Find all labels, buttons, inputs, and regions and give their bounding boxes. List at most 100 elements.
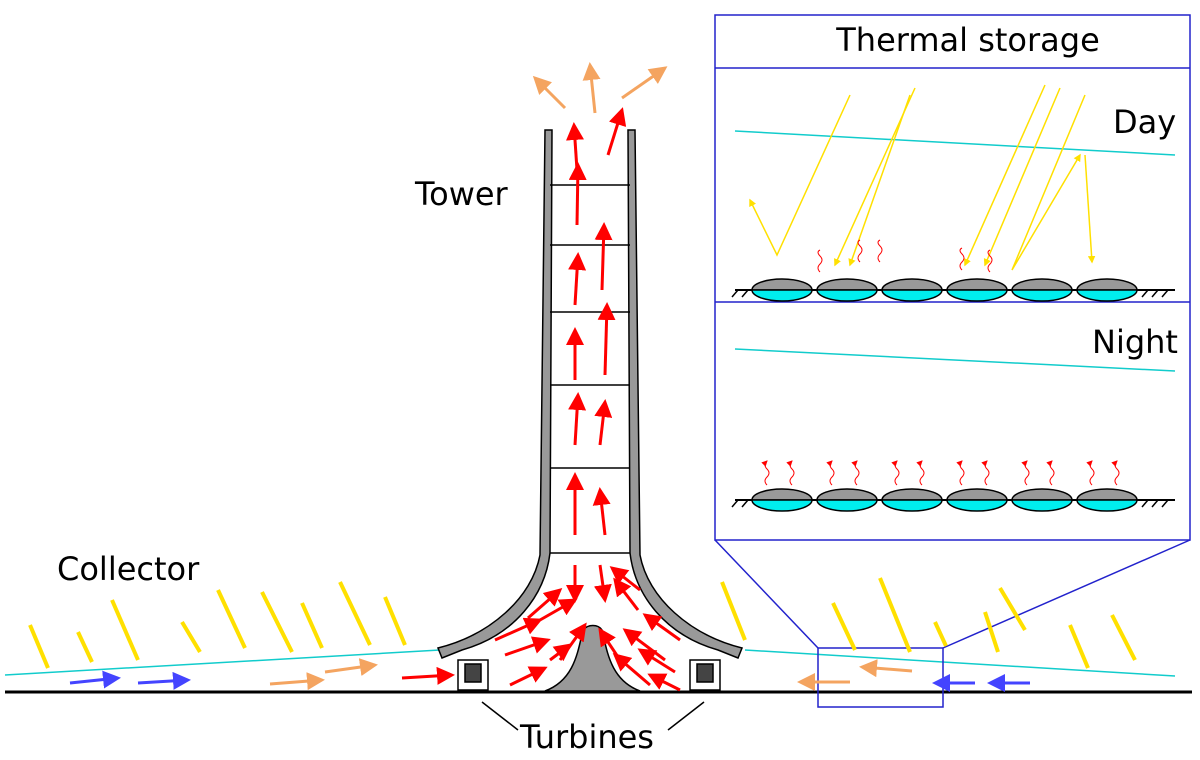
heat-wave xyxy=(1021,460,1030,486)
air-flow-arrow xyxy=(613,577,640,611)
pointer xyxy=(667,701,705,731)
heat-wave xyxy=(761,460,770,486)
air-flow-arrow xyxy=(609,566,641,592)
air-flow-arrow xyxy=(69,670,121,689)
sunlight xyxy=(1068,624,1090,669)
heat-wave xyxy=(916,460,925,486)
air-flow-arrow xyxy=(612,653,651,687)
storage-water xyxy=(946,289,1008,302)
storage-stone xyxy=(1011,278,1073,291)
sunlight xyxy=(998,586,1027,632)
tower-wall xyxy=(436,129,553,659)
heat-wave xyxy=(1046,460,1055,486)
air-flow-arrow xyxy=(647,673,681,692)
collector-roof xyxy=(4,649,441,676)
hatch xyxy=(1161,499,1169,508)
air-flow-arrow xyxy=(137,671,191,690)
air-flow-arrow xyxy=(568,162,587,226)
storage-water xyxy=(881,499,943,512)
heat-wave xyxy=(956,460,965,486)
storage-stone xyxy=(881,278,943,291)
sun-ray xyxy=(964,84,1046,267)
air-flow-arrow xyxy=(504,636,551,657)
air-flow-arrow xyxy=(566,122,584,171)
air-flow-arrow xyxy=(859,659,913,678)
sun-ray xyxy=(1084,154,1096,264)
storage-water xyxy=(1011,289,1073,302)
heat-wave xyxy=(877,239,883,263)
air-flow-arrow xyxy=(527,588,563,620)
air-flow-arrow xyxy=(594,222,613,291)
air-flow-arrow xyxy=(324,658,378,676)
heat-wave xyxy=(959,247,965,271)
hatch xyxy=(1141,289,1149,298)
turbines-label: Turbines xyxy=(519,718,654,756)
sunlight xyxy=(300,602,324,649)
storage-stone xyxy=(1011,488,1073,501)
hatch xyxy=(731,289,739,298)
heat-wave xyxy=(891,460,900,486)
storage-stone xyxy=(1076,278,1138,291)
sunlight xyxy=(216,589,247,649)
storage-water xyxy=(1076,499,1138,512)
air-flow-arrow xyxy=(568,252,587,306)
air-flow-arrow xyxy=(558,622,587,661)
storage-water xyxy=(751,499,813,512)
air-flow-arrow xyxy=(582,62,601,114)
sunlight xyxy=(720,581,747,641)
storage-water xyxy=(881,289,943,302)
storage-water xyxy=(816,499,878,512)
heat-wave xyxy=(857,239,863,263)
night-label: Night xyxy=(1092,323,1178,361)
sunlight xyxy=(76,631,94,663)
inset-title: Thermal storage xyxy=(835,21,1100,59)
collector-label: Collector xyxy=(57,550,200,588)
heat-wave xyxy=(1111,460,1120,486)
inset-roof xyxy=(734,348,1176,372)
air-flow-arrow xyxy=(621,66,668,100)
heat-wave xyxy=(981,460,990,486)
sunlight xyxy=(878,577,912,653)
sunlight xyxy=(110,599,140,661)
tower-wall xyxy=(627,129,744,659)
storage-water xyxy=(1011,499,1073,512)
heat-wave xyxy=(987,249,993,273)
heat-wave xyxy=(851,460,860,486)
hatch xyxy=(1161,289,1169,298)
heat-wave xyxy=(786,460,795,486)
sunlight xyxy=(933,621,948,647)
air-flow-arrow xyxy=(401,666,455,685)
air-flow-arrow xyxy=(637,648,676,674)
zoom-line xyxy=(714,539,819,649)
sunlight xyxy=(338,581,372,646)
heat-wave xyxy=(826,460,835,486)
air-flow-arrow xyxy=(592,487,611,536)
heat-wave xyxy=(1086,460,1095,486)
storage-stone xyxy=(946,278,1008,291)
tower-cone xyxy=(544,624,641,692)
hatch xyxy=(1141,499,1149,508)
air-flow-arrow xyxy=(593,564,612,603)
day-label: Day xyxy=(1113,103,1176,141)
air-flow-arrow xyxy=(594,399,613,446)
pointer xyxy=(481,701,519,731)
storage-water xyxy=(946,499,1008,512)
sunlight xyxy=(180,620,202,654)
sunlight xyxy=(383,596,407,646)
turbine xyxy=(457,659,721,691)
air-flow-arrow xyxy=(549,643,573,662)
storage-stone xyxy=(816,278,878,291)
air-flow-arrow xyxy=(606,107,627,156)
collector-roof xyxy=(744,649,1176,677)
zoom-box xyxy=(817,647,944,708)
storage-stone xyxy=(1076,488,1138,501)
air-flow-arrow xyxy=(532,75,567,110)
storage-stone xyxy=(816,488,878,501)
air-flow-arrow xyxy=(642,613,681,642)
sun-ray xyxy=(1011,94,1086,271)
hatch xyxy=(1151,289,1159,298)
hatch xyxy=(731,499,739,508)
sunlight xyxy=(260,591,294,653)
tower-label: Tower xyxy=(414,175,509,213)
air-flow-arrow xyxy=(494,617,543,642)
